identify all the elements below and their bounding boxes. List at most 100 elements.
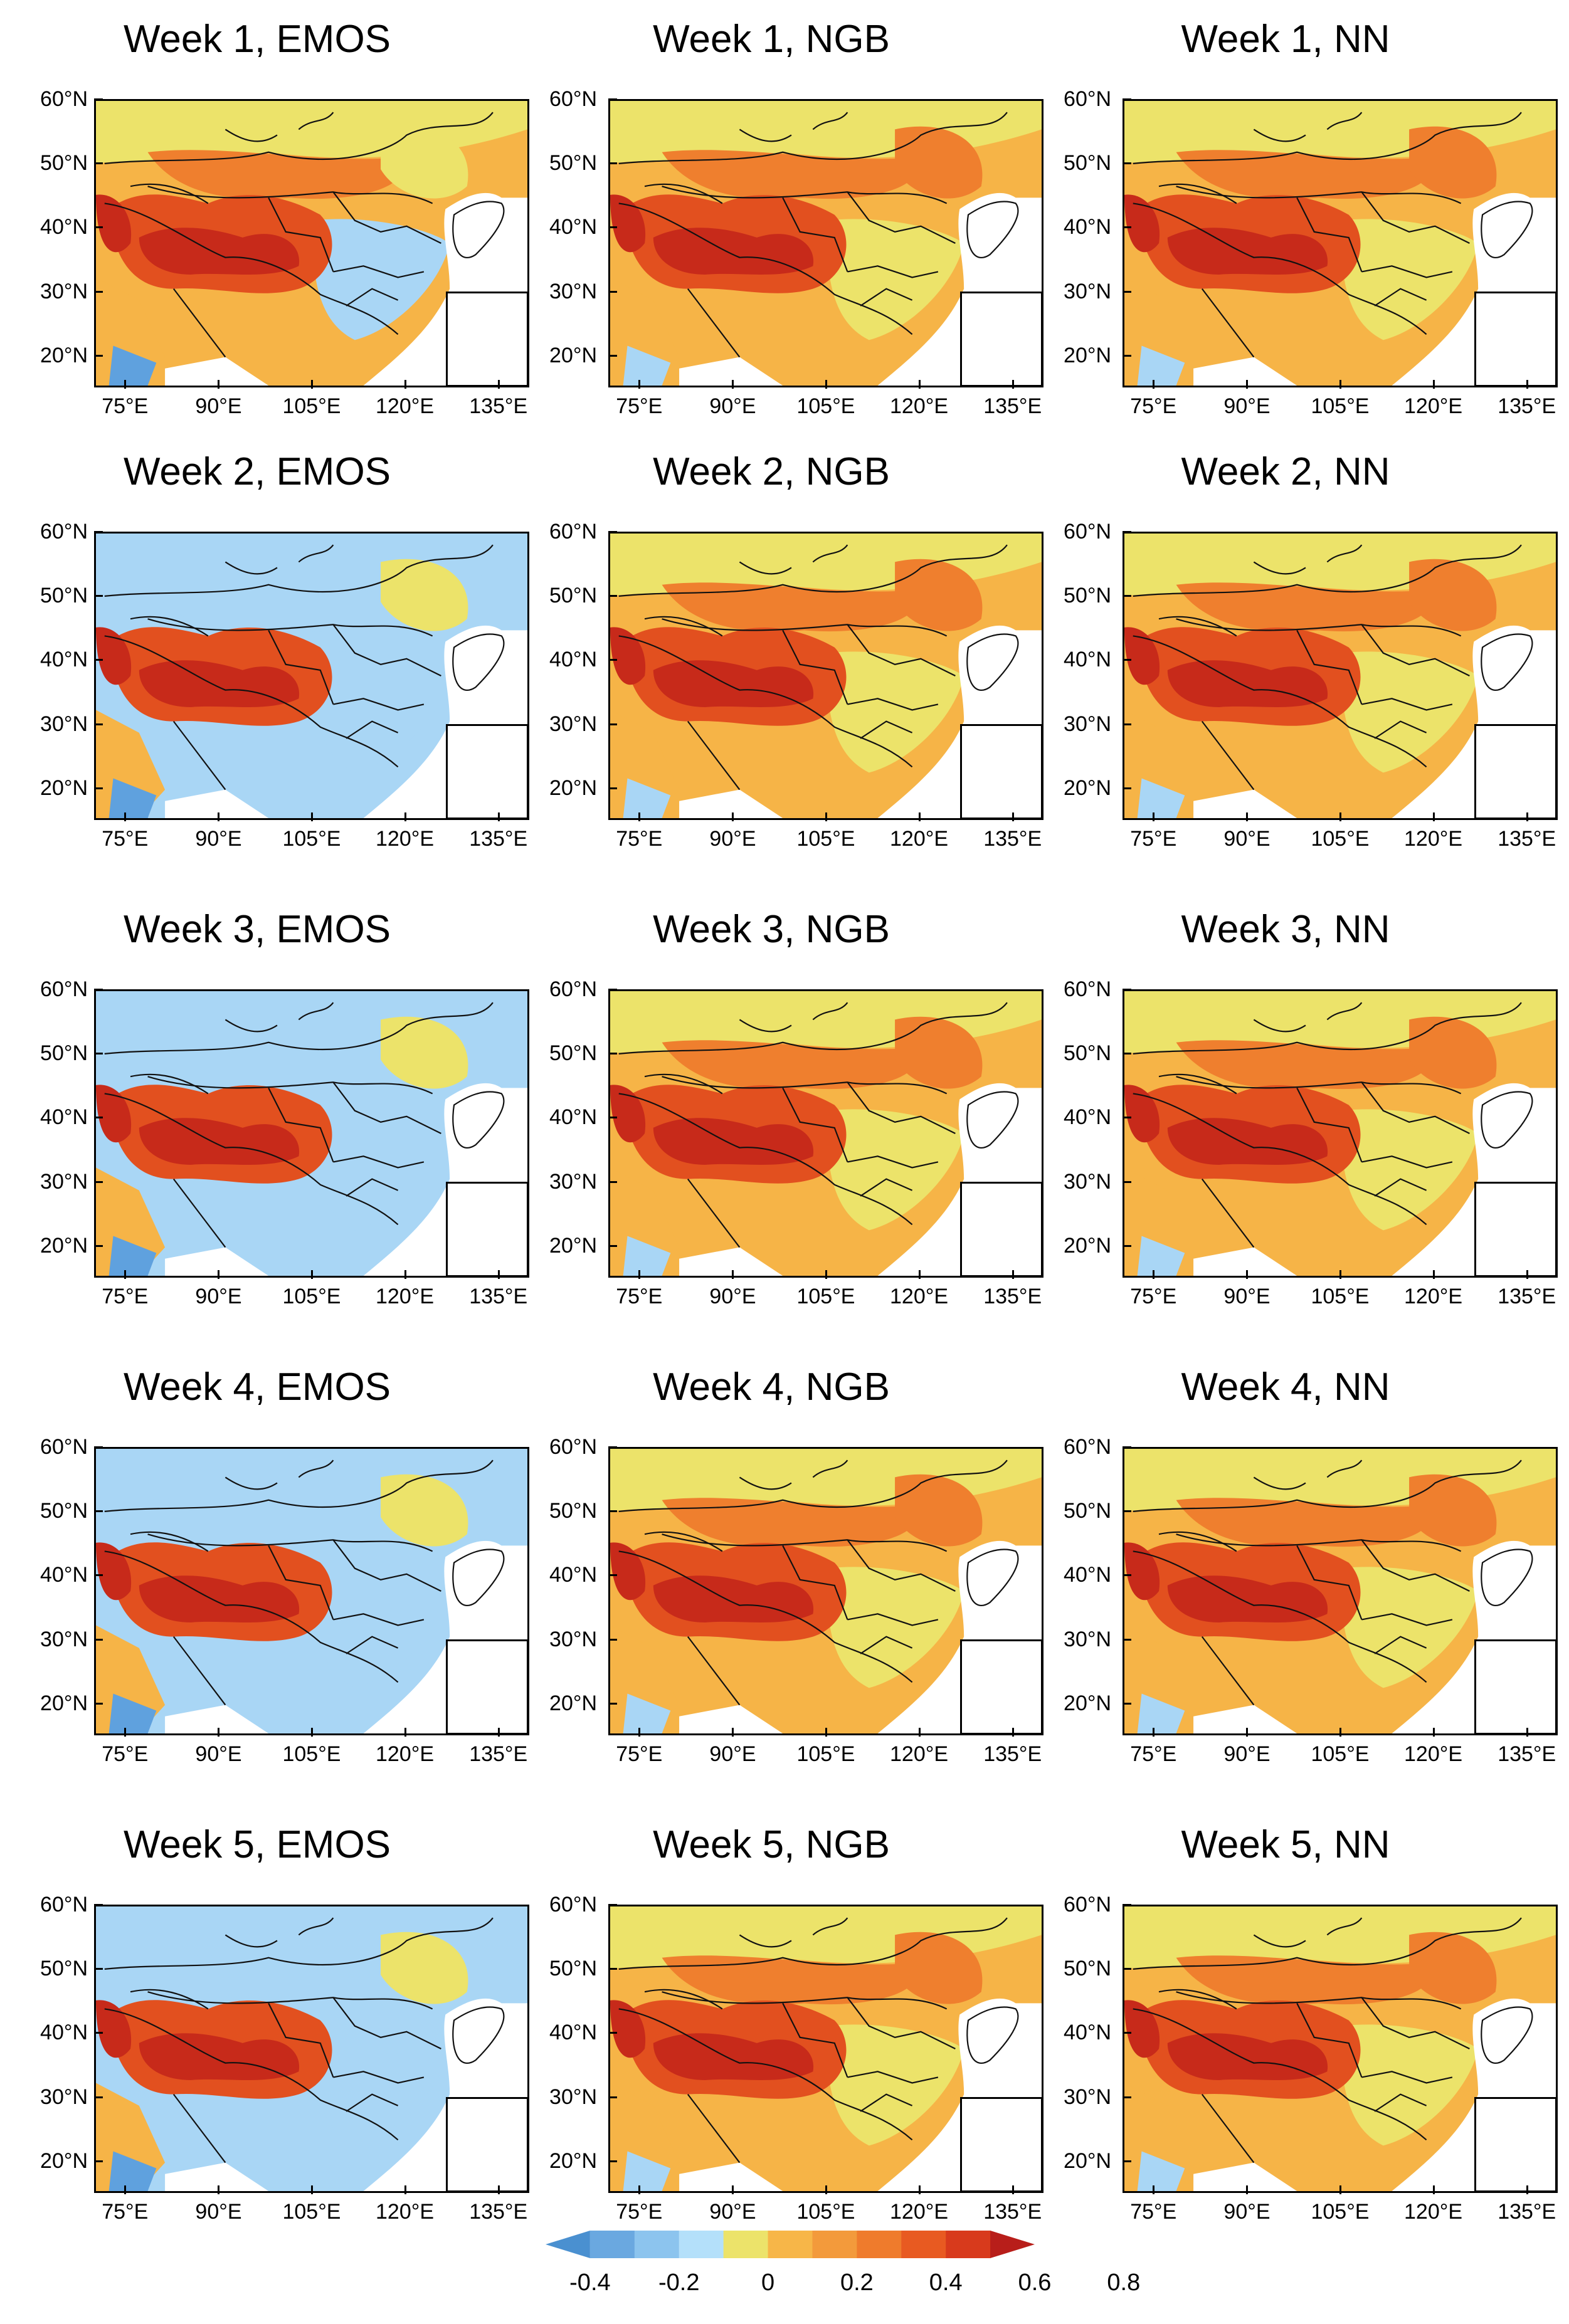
lon-tick-label: 75°E [102,1285,149,1308]
bay-of-bengal [679,357,783,386]
lon-tick-label: 105°E [1311,827,1370,851]
field-plateau-core [1167,1118,1328,1165]
map-field [610,1906,1042,2191]
border-line [1133,203,1427,334]
border-line [1176,1992,1461,2009]
field-east-china [312,651,450,773]
map-area [1123,1447,1558,1735]
lon-tick-label: 105°E [1311,1742,1370,1766]
lon-tick-label: 75°E [616,394,663,418]
lat-tick-label: 60°N [1064,1435,1111,1459]
colorbar-swatch [723,2231,769,2258]
border-line [298,1918,333,1935]
lat-tick-label: 60°N [40,1893,88,1917]
border-line [1361,2071,1452,2083]
lon-tick [638,1728,641,1737]
field-east-china [312,1109,450,1231]
border-line [1202,2095,1254,2163]
lat-tick-label: 20°N [549,1691,597,1715]
lat-tick-label: 40°N [1064,1563,1111,1587]
colorbar-swatch [857,2231,902,2258]
border-line [130,184,208,204]
border-line [1254,1935,1306,1947]
lat-tick-label: 50°N [549,1499,597,1523]
border-line [1176,186,1461,203]
border-line [739,129,791,141]
border-line [346,1637,398,1654]
lon-tick-label: 90°E [709,1285,756,1308]
field-plateau-core [1167,2033,1328,2080]
lat-tick [608,1638,617,1641]
lat-tick-label: 20°N [1064,1691,1111,1715]
border-line [1202,289,1254,357]
lon-tick [732,812,734,821]
lon-tick-label: 120°E [1404,1285,1463,1308]
coastline [1481,634,1532,690]
border-line [298,545,333,562]
border-line [298,112,333,129]
lat-tick-label: 30°N [1064,2085,1111,2109]
lon-tick [124,1270,127,1279]
lat-tick [1123,1638,1131,1641]
field-plateau-core [653,660,814,707]
lat-tick [94,1117,103,1119]
field-plateau-core [653,1575,814,1622]
map-area [608,1905,1043,2193]
lon-tick [638,1270,641,1279]
border-line [1202,1179,1254,1248]
lon-tick [1526,380,1528,389]
border-line [813,1460,847,1477]
lat-tick [608,723,617,725]
lat-tick-label: 60°N [549,87,597,111]
map-area [608,1447,1043,1735]
lat-tick-label: 20°N [1064,1233,1111,1258]
lat-tick-label: 50°N [1064,1499,1111,1523]
lat-tick [608,2096,617,2098]
border-line [860,2095,912,2111]
lat-tick [608,1968,617,1970]
lon-tick [1339,1270,1341,1279]
bay-of-bengal [165,1705,269,1733]
lon-tick [1432,2185,1435,2194]
lat-tick-label: 50°N [549,1041,597,1066]
field-mongolia [147,1040,403,1090]
border-line [333,1997,441,2049]
field-east-china [312,2024,450,2146]
lon-tick [497,1270,500,1279]
lon-tick [218,2185,220,2194]
field-india-negative [623,1693,671,1733]
border-line [1375,1637,1427,1654]
lat-tick [1123,2160,1131,2162]
field-india-negative [1137,1236,1185,1276]
border-line [1361,1082,1469,1133]
border-line [1327,1918,1361,1935]
lat-tick [608,1180,617,1183]
lat-tick [1123,787,1131,789]
lat-tick-label: 60°N [1064,87,1111,111]
field-india-negative [1137,345,1185,386]
lon-tick-label: 90°E [195,2200,242,2224]
bay-of-bengal [165,357,269,386]
panel-title: Week 2, NN [1181,450,1390,493]
field-plateau-core [1167,660,1328,707]
lat-tick [1123,659,1131,661]
field-india-negative [1137,1693,1185,1733]
lat-tick [608,989,617,991]
lat-tick-label: 40°N [1064,215,1111,239]
border-line [739,1935,791,1947]
border-line [783,630,847,704]
field-india-negative [623,345,671,386]
lon-tick [1432,812,1435,821]
lat-tick-label: 50°N [40,1041,88,1066]
border-line [688,722,740,790]
south-china-sea-inset [446,1182,527,1276]
lat-tick-label: 50°N [549,151,597,176]
border-line [105,636,398,767]
field-india-negative [1137,2151,1185,2191]
lon-tick [825,380,827,389]
lon-tick-label: 90°E [1223,394,1271,418]
panel-title: Week 1, EMOS [123,18,391,61]
field-west-maximum [610,1085,646,1143]
border-line [1159,184,1237,204]
lon-tick [1339,2185,1341,2194]
